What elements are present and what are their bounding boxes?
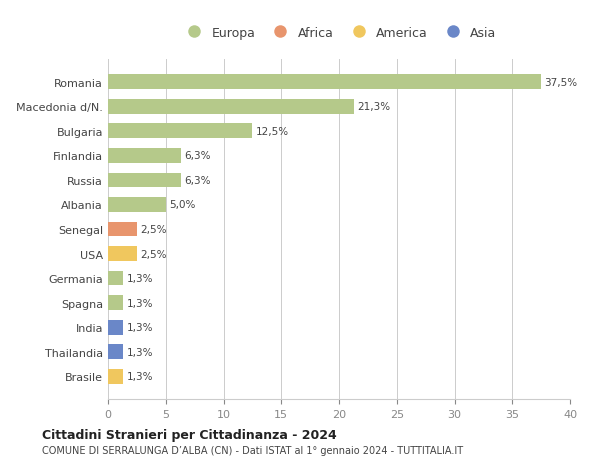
Text: 37,5%: 37,5% [545, 78, 578, 88]
Text: 1,3%: 1,3% [127, 371, 153, 381]
Text: 1,3%: 1,3% [127, 298, 153, 308]
Bar [108, 222, 137, 237]
Bar [108, 345, 123, 359]
Text: 6,3%: 6,3% [184, 175, 211, 185]
Text: 1,3%: 1,3% [127, 274, 153, 284]
Bar [108, 296, 123, 310]
Bar [108, 149, 181, 163]
Text: 12,5%: 12,5% [256, 127, 289, 136]
Text: 2,5%: 2,5% [140, 249, 167, 259]
Bar [108, 198, 166, 213]
Text: 5,0%: 5,0% [169, 200, 196, 210]
Bar [108, 124, 253, 139]
Text: 2,5%: 2,5% [140, 224, 167, 235]
Bar [108, 75, 541, 90]
Text: 1,3%: 1,3% [127, 347, 153, 357]
Text: 6,3%: 6,3% [184, 151, 211, 161]
Text: Cittadini Stranieri per Cittadinanza - 2024: Cittadini Stranieri per Cittadinanza - 2… [42, 428, 337, 442]
Bar [108, 246, 137, 261]
Bar [108, 369, 123, 384]
Text: COMUNE DI SERRALUNGA D’ALBA (CN) - Dati ISTAT al 1° gennaio 2024 - TUTTITALIA.IT: COMUNE DI SERRALUNGA D’ALBA (CN) - Dati … [42, 446, 463, 455]
Text: 1,3%: 1,3% [127, 323, 153, 332]
Bar [108, 173, 181, 188]
Text: 21,3%: 21,3% [358, 102, 391, 112]
Bar [108, 320, 123, 335]
Bar [108, 100, 354, 114]
Bar [108, 271, 123, 286]
Legend: Europa, Africa, America, Asia: Europa, Africa, America, Asia [176, 22, 502, 45]
